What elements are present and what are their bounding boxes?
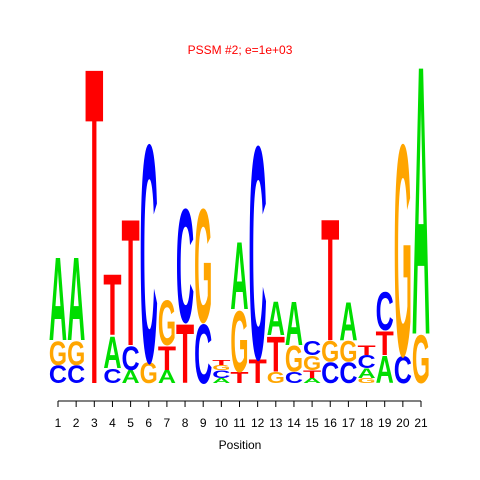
logo-letter: G bbox=[230, 293, 248, 391]
logo-letter: A bbox=[158, 367, 176, 387]
x-tick-label: 14 bbox=[287, 416, 301, 430]
logo-letter: C bbox=[212, 368, 230, 381]
logo-letter: C bbox=[303, 336, 321, 359]
logo-letter: A bbox=[230, 221, 248, 329]
logo-letter: G bbox=[140, 356, 158, 389]
logo-letter: C bbox=[285, 368, 303, 387]
x-tick-label: 13 bbox=[269, 416, 283, 430]
x-tick-label: 17 bbox=[342, 416, 356, 430]
logo-letter: G bbox=[412, 322, 430, 399]
logo-letter: G bbox=[67, 334, 85, 372]
x-tick-label: 12 bbox=[251, 416, 265, 430]
logo-letter: C bbox=[249, 82, 267, 423]
logo-letter: T bbox=[376, 324, 395, 362]
logo-letter: C bbox=[194, 307, 212, 402]
logo-letter: G bbox=[303, 351, 321, 374]
logo-letter: C bbox=[67, 361, 85, 389]
x-tick-label: 18 bbox=[360, 416, 374, 430]
x-tick-label: 5 bbox=[127, 416, 134, 430]
logo-letter: T bbox=[103, 257, 121, 355]
logo-letter: T bbox=[85, 0, 103, 480]
x-tick-label: 20 bbox=[396, 416, 410, 430]
logo-letter: A bbox=[212, 377, 231, 385]
logo-letter: G bbox=[357, 377, 375, 385]
x-tick-label: 21 bbox=[414, 416, 428, 430]
logo-letter: A bbox=[339, 291, 357, 352]
x-tick-label: 3 bbox=[91, 416, 98, 430]
logo-letter: G bbox=[194, 175, 212, 357]
logo-letter: T bbox=[158, 339, 177, 377]
logo-letter: A bbox=[122, 367, 140, 387]
logo-letter: C bbox=[394, 349, 412, 393]
x-tick-label: 16 bbox=[324, 416, 338, 430]
logo-letter: T bbox=[303, 368, 322, 381]
x-tick-label: 4 bbox=[109, 416, 116, 430]
x-tick-label: 15 bbox=[305, 416, 319, 430]
logo-letter: G bbox=[212, 364, 230, 372]
logo-letter: T bbox=[249, 353, 268, 391]
logo-letter: T bbox=[357, 343, 376, 358]
logo-letter: A bbox=[267, 293, 285, 347]
logo-letter: G bbox=[267, 368, 285, 387]
logo-letter: T bbox=[321, 183, 339, 377]
logo-letter: G bbox=[158, 289, 176, 360]
logo-letter: A bbox=[412, 0, 430, 415]
logo-letter: A bbox=[67, 234, 85, 367]
logo-letter: G bbox=[394, 83, 412, 420]
logo-letter: C bbox=[321, 356, 339, 389]
logo-letter: C bbox=[339, 356, 357, 389]
logo-letter: T bbox=[230, 368, 248, 387]
logo-letter: C bbox=[103, 365, 121, 388]
x-tick-label: 10 bbox=[215, 416, 229, 430]
logo-letter: T bbox=[267, 327, 286, 382]
logo-letter: C bbox=[122, 339, 140, 377]
x-tick-label: 1 bbox=[55, 416, 62, 430]
logo-letter: G bbox=[49, 334, 67, 372]
logo-letter: A bbox=[285, 290, 303, 359]
chart-title: PSSM #2; e=1e+03 bbox=[188, 43, 293, 57]
logo-letter: A bbox=[376, 349, 394, 393]
logo-letter: A bbox=[357, 366, 375, 381]
logo-letter: C bbox=[49, 361, 67, 389]
logo-letter: C bbox=[140, 80, 158, 428]
logo-letter: T bbox=[122, 183, 140, 385]
logo-letter: A bbox=[49, 234, 67, 367]
x-tick-label: 8 bbox=[182, 416, 189, 430]
x-axis-label: Position bbox=[219, 438, 262, 452]
logo-letter: G bbox=[321, 335, 339, 368]
x-tick-label: 6 bbox=[145, 416, 152, 430]
logo-letter: G bbox=[339, 335, 357, 368]
x-tick-label: 7 bbox=[164, 416, 171, 430]
logo-letter: A bbox=[103, 326, 121, 378]
x-tick-label: 9 bbox=[200, 416, 207, 430]
logo-letter: C bbox=[376, 282, 394, 343]
logo-letter: T bbox=[176, 307, 194, 402]
logo-letter: T bbox=[212, 359, 231, 367]
logo-letter: C bbox=[176, 175, 194, 357]
logo-letter: G bbox=[285, 338, 303, 380]
logo-letter: C bbox=[357, 352, 375, 372]
logo-letter: A bbox=[303, 377, 322, 385]
x-tick-label: 11 bbox=[233, 416, 246, 430]
x-tick-label: 19 bbox=[378, 416, 392, 430]
x-tick-label: 2 bbox=[73, 416, 80, 430]
